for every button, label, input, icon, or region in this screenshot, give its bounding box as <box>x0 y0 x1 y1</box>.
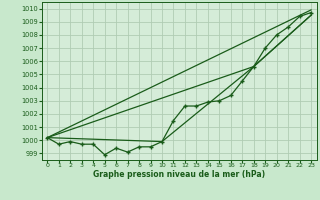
X-axis label: Graphe pression niveau de la mer (hPa): Graphe pression niveau de la mer (hPa) <box>93 170 265 179</box>
